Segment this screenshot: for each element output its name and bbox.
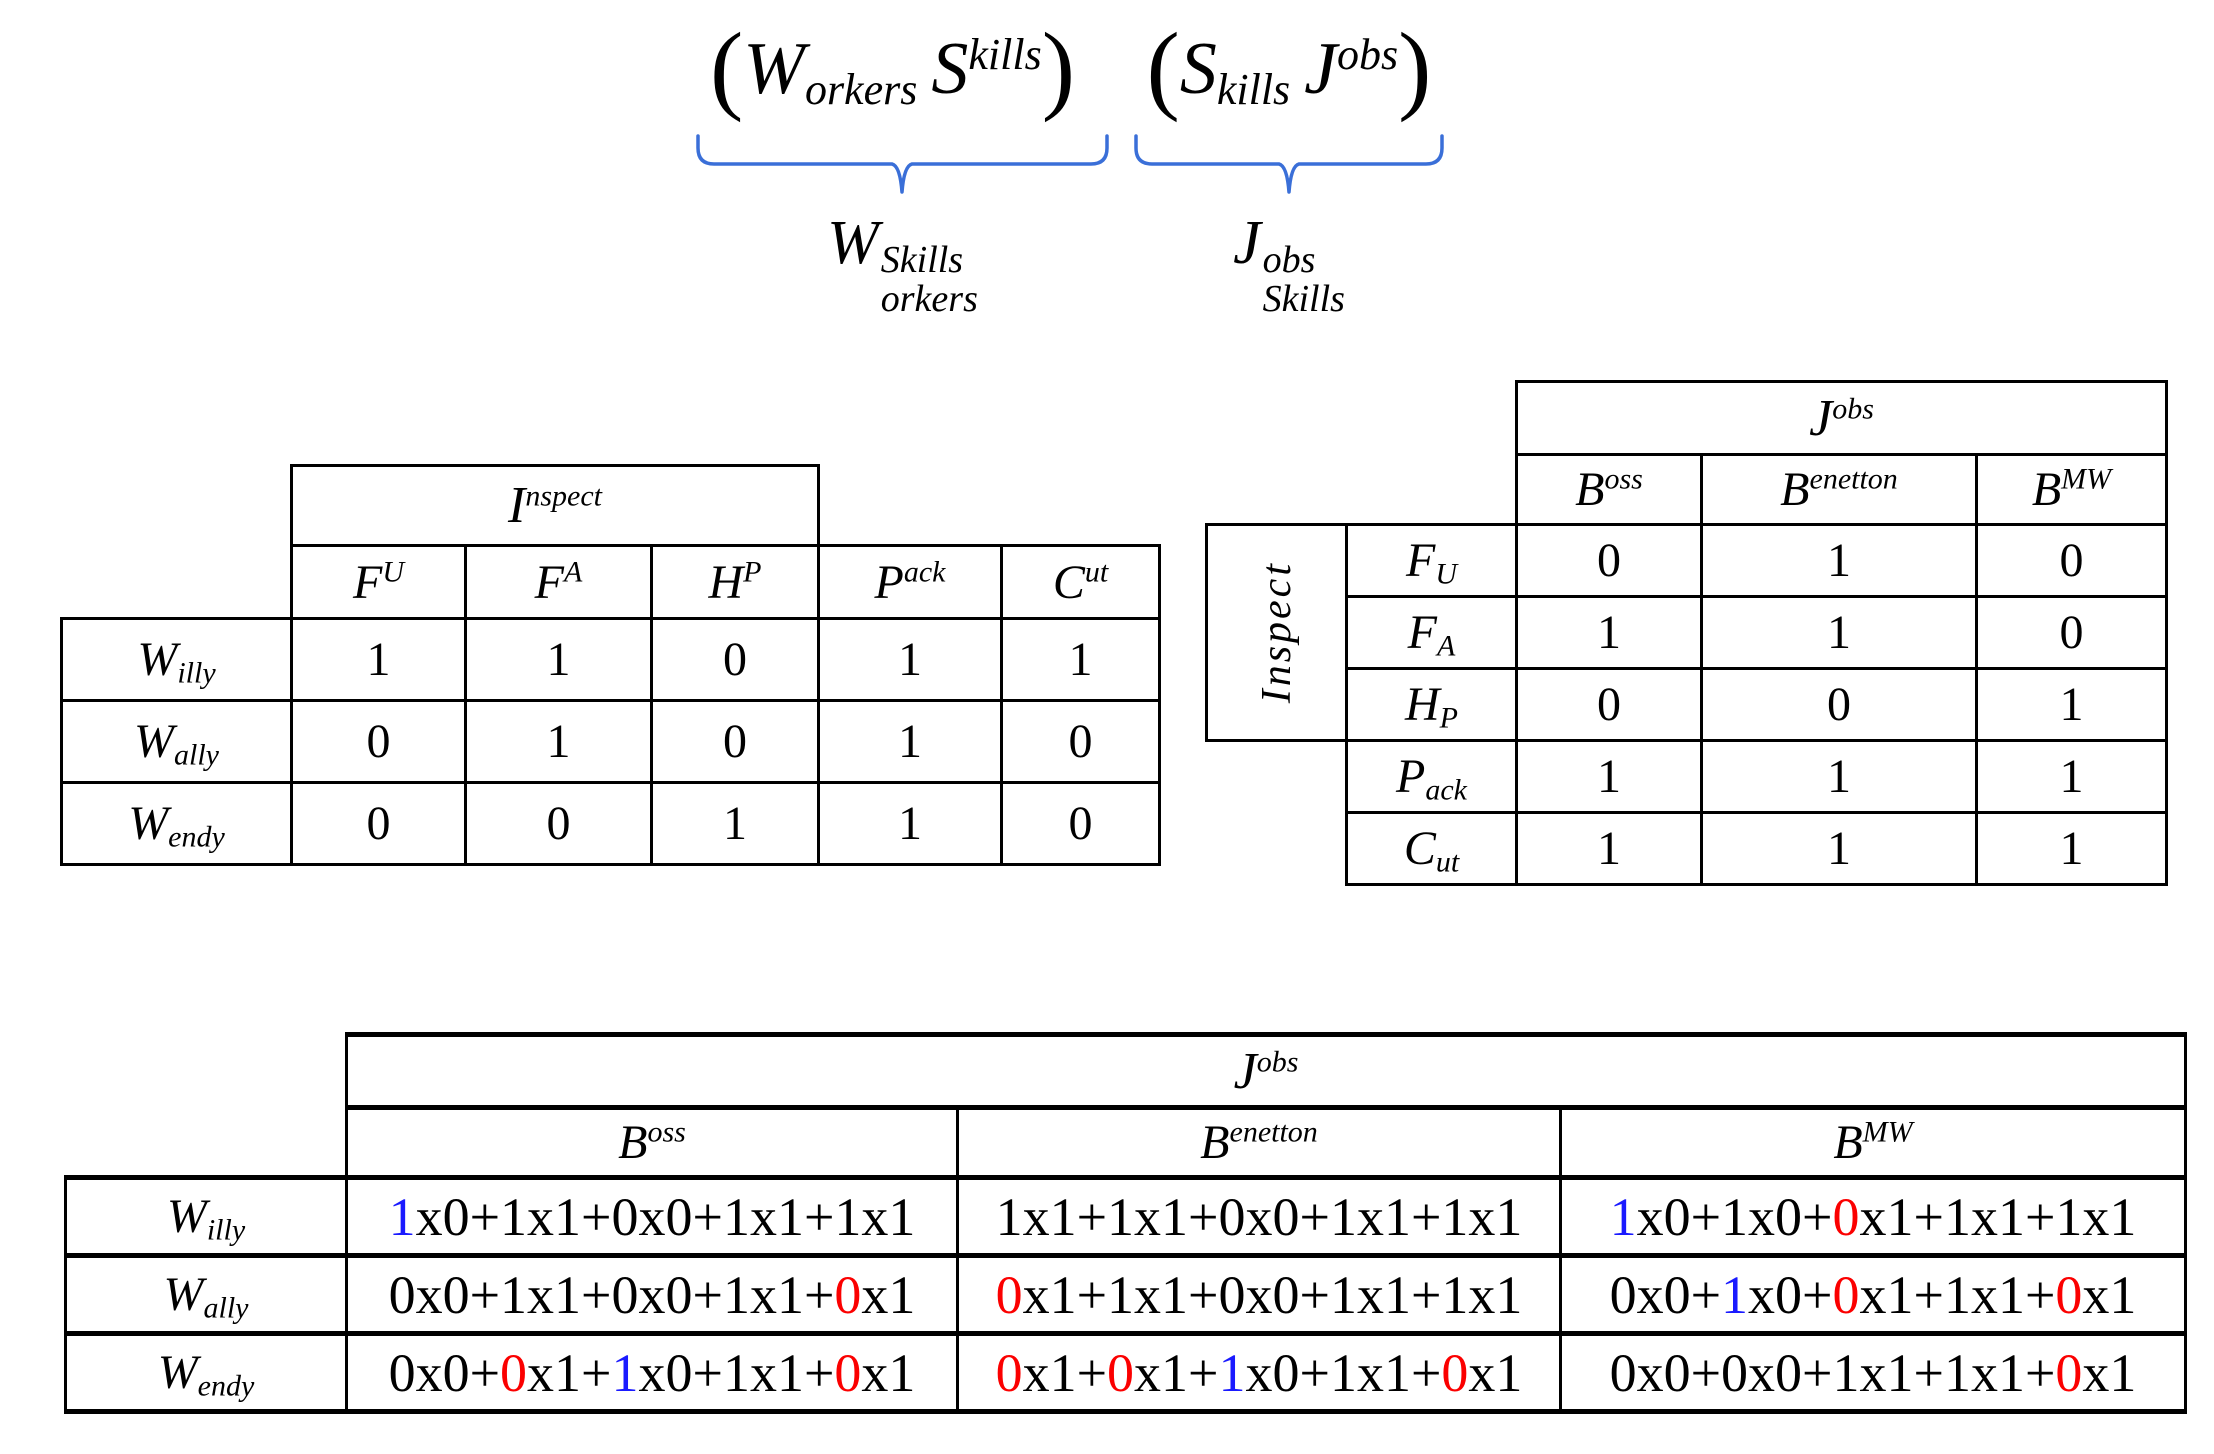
table-row: Willy 1x0+1x1+0x0+1x1+1x1 1x1+1x1+0x0+1x… [64,1175,2187,1258]
table-row: Wally 0 1 0 1 0 [60,699,1161,784]
table-row: FA 1 1 0 [1207,595,2168,670]
matrix-cell: 1 [1975,667,2168,742]
row-label: HP [1345,667,1518,742]
table-row: Wendy 0x0+0x1+1x0+1x1+0x1 0x1+0x1+1x0+1x… [64,1331,2187,1414]
formula-term: S [1179,28,1217,110]
open-paren: ( [709,12,744,123]
matrix-cell: 0 [1975,595,2168,670]
row-label: Wendy [64,1331,348,1414]
close-paren: ) [1398,12,1432,123]
formula-term: S [931,28,969,110]
expression-cell: 0x0+1x0+0x1+1x1+0x1 [1559,1253,2187,1336]
matrix-cell: 1 [1700,595,1978,670]
expression-cell: 1x1+1x1+0x0+1x1+1x1 [956,1175,1562,1258]
row-label: FU [1345,523,1518,598]
table-row: HP 0 0 1 [1207,667,2168,742]
matrix-cell: 1 [1515,739,1703,814]
matrix-cell: 1 [1515,595,1703,670]
matrix-cell: 0 [1515,523,1703,598]
underbrace-right [1134,134,1444,194]
group-header-jobs: Jobs [345,1032,2187,1110]
formula-group-workers-skills: (Workers Skills) [709,12,1076,123]
matrix-cell: 0 [650,699,820,784]
matrix-cell: 1 [290,617,467,702]
column-header: BMW [1559,1105,2187,1180]
table-row: Pack 1 1 1 [1207,739,2168,814]
row-label: Pack [1345,739,1518,814]
formula-term: J [1304,28,1338,110]
close-paren: ) [1041,12,1076,123]
column-header: BMW [1975,453,2168,526]
row-label: Willy [60,617,293,702]
matrix-cell: 1 [464,617,653,702]
matrix-cell: 1 [817,699,1003,784]
expression-cell: 1x0+1x0+0x1+1x1+1x1 [1559,1175,2187,1258]
matrix-cell: 0 [1515,667,1703,742]
expression-cell: 0x0+0x0+1x1+1x1+0x1 [1559,1331,2187,1414]
formula-group-skills-jobs: (Skills Jobs) [1146,12,1432,123]
column-header: Cut [1000,544,1161,620]
table-row: Cut 1 1 1 [1207,811,2168,886]
column-header: FA [464,544,653,620]
matrix-cell: 0 [290,781,467,866]
expression-cell: 0x1+1x1+0x0+1x1+1x1 [956,1253,1562,1336]
column-header: Boss [345,1105,959,1180]
row-label: Wally [64,1253,348,1336]
matrix-cell: 1 [1515,811,1703,886]
row-label: Willy [64,1175,348,1258]
matrix-cell: 1 [1975,811,2168,886]
column-header: Benetton [956,1105,1562,1180]
expression-cell: 0x1+0x1+1x0+1x1+0x1 [956,1331,1562,1414]
matrix-cell: 0 [464,781,653,866]
group-header-inspect: Inspect [290,464,820,547]
expression-cell: 0x0+1x1+0x0+1x1+0x1 [345,1253,959,1336]
column-header: FU [290,544,467,620]
column-header: Pack [817,544,1003,620]
matrix-cell: 1 [1975,739,2168,814]
matrix-cell: 1 [1700,523,1978,598]
matrix-cell: 1 [464,699,653,784]
open-paren: ( [1146,12,1180,123]
matrix-cell: 1 [1700,739,1978,814]
vertical-side-label: Inspect [1205,523,1348,742]
row-label: Wendy [60,781,293,866]
row-label: Cut [1345,811,1518,886]
matrix-cell: 0 [650,617,820,702]
underbrace-left [696,134,1109,194]
jobs-matrix-table: Jobs Boss Benetton BMW Inspect FU 0 1 0 … [1205,380,2168,886]
matrix-cell: 0 [1700,667,1978,742]
row-label: FA [1345,595,1518,670]
expression-cell: 1x0+1x1+0x0+1x1+1x1 [345,1175,959,1258]
group-header-jobs: Jobs [1515,380,2168,456]
formula-term: W [743,28,805,110]
result-matrix-table: Jobs Boss Benetton BMW Willy 1x0+1x1+0x0… [64,1032,2187,1414]
table-row: Wally 0x0+1x1+0x0+1x1+0x1 0x1+1x1+0x0+1x… [64,1253,2187,1336]
matrix-cell: 1 [650,781,820,866]
matrix-cell: 0 [1975,523,2168,598]
table-row: Wendy 0 0 1 1 0 [60,781,1161,866]
column-header: Boss [1515,453,1703,526]
matrix-cell: 1 [1700,811,1978,886]
column-header: Benetton [1700,453,1978,526]
table-row: Willy 1 1 0 1 1 [60,617,1161,702]
expression-cell: 0x0+0x1+1x0+1x1+0x1 [345,1331,959,1414]
column-header: HP [650,544,820,620]
skills-matrix-table: Inspect FU FA HP Pack Cut Willy 1 1 0 1 … [60,464,1161,866]
table-row: Inspect FU 0 1 0 [1205,523,2168,742]
matrix-cell: 0 [1000,781,1161,866]
brace-label-workers-skills: W Skills orkers [827,209,978,320]
matrix-cell: 0 [1000,699,1161,784]
row-label: Wally [60,699,293,784]
matrix-cell: 1 [817,617,1003,702]
matrix-cell: 0 [290,699,467,784]
matrix-cell: 1 [1000,617,1161,702]
matrix-cell: 1 [817,781,1003,866]
